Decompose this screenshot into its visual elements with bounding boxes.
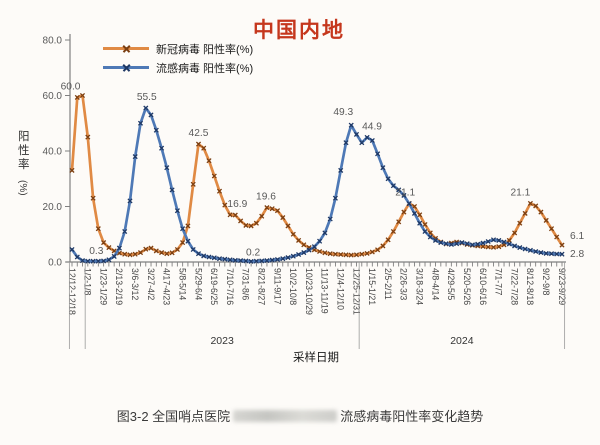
svg-text:4/17-4/23: 4/17-4/23 — [162, 268, 172, 305]
svg-text:2/26-3/3: 2/26-3/3 — [399, 268, 409, 300]
figure-caption: 图3-2 全国哨点医院 流感病毒阳性率变化趋势 — [0, 406, 600, 425]
x-axis-title: 采样日期 — [293, 350, 339, 364]
svg-text:7/22-7/28: 7/22-7/28 — [509, 268, 519, 305]
svg-text:20.0: 20.0 — [43, 202, 63, 213]
svg-text:12/4-12/10: 12/4-12/10 — [336, 268, 346, 310]
svg-text:42.5: 42.5 — [189, 128, 209, 139]
svg-text:6.1: 6.1 — [570, 231, 584, 242]
svg-text:9/2-9/8: 9/2-9/8 — [541, 268, 551, 295]
svg-text:采样日期: 采样日期 — [293, 350, 339, 364]
legend-label-covid: 新冠病毒 阳性率(%) — [156, 43, 254, 56]
x-axis-ticks: 12/12-12/18 1/2-1/8 1/23-1/29 2/13-2/19 3/6-… — [67, 262, 567, 315]
svg-text:0.3: 0.3 — [89, 246, 103, 257]
svg-text:19.6: 19.6 — [256, 192, 276, 203]
x-marker-icon — [122, 63, 131, 72]
svg-text:1/23-1/29: 1/23-1/29 — [98, 268, 108, 305]
svg-text:49.3: 49.3 — [333, 107, 353, 118]
svg-text:6/19-6/25: 6/19-6/25 — [209, 268, 219, 305]
svg-text:9/23-9/29: 9/23-9/29 — [557, 268, 567, 305]
svg-text:8/21-8/27: 8/21-8/27 — [256, 268, 266, 305]
svg-text:10/23-10/29: 10/23-10/29 — [304, 268, 314, 315]
svg-text:7/10-7/16: 7/10-7/16 — [225, 268, 235, 305]
svg-text:3/6-3/12: 3/6-3/12 — [130, 268, 140, 300]
svg-text:2023: 2023 — [210, 335, 234, 347]
svg-text:12/25-12/31: 12/25-12/31 — [351, 268, 361, 315]
svg-text:2024: 2024 — [450, 335, 474, 347]
svg-text:2.8: 2.8 — [570, 249, 584, 260]
svg-text:1/2-1/8: 1/2-1/8 — [83, 268, 93, 295]
caption-redacted-blur — [233, 410, 338, 422]
svg-text:16.9: 16.9 — [227, 199, 247, 210]
svg-text:9/11-9/17: 9/11-9/17 — [272, 268, 282, 305]
caption-prefix: 图3-2 全国哨点医院 — [116, 409, 231, 424]
legend-item-covid: 新冠病毒 阳性率(%) — [103, 39, 253, 58]
svg-text:60.0: 60.0 — [43, 91, 63, 102]
svg-text:5/20-5/26: 5/20-5/26 — [462, 268, 472, 305]
svg-text:(%): (%) — [17, 180, 28, 196]
svg-text:3/27-4/2: 3/27-4/2 — [146, 268, 156, 300]
year-groups: 2023 2024 — [68, 262, 566, 349]
x-marker-icon — [122, 44, 131, 53]
svg-text:55.5: 55.5 — [137, 92, 157, 103]
svg-text:8/12-8/18: 8/12-8/18 — [525, 268, 535, 305]
svg-text:4/29-5/5: 4/29-5/5 — [446, 268, 456, 300]
svg-text:性: 性 — [18, 143, 30, 157]
svg-text:阳: 阳 — [18, 130, 30, 143]
data-labels: 60.0 0.3 55.5 42.5 16.9 19.6 0.2 49.3 44.9 21.1 21… — [61, 82, 585, 261]
svg-text:44.9: 44.9 — [362, 121, 382, 132]
flu-line-swatch — [103, 63, 149, 72]
svg-text:0.0: 0.0 — [48, 258, 62, 269]
svg-text:21.1: 21.1 — [510, 187, 530, 198]
y-axis-title: 阳性率 (%) — [17, 130, 30, 196]
svg-text:10/2-10/8: 10/2-10/8 — [288, 268, 298, 305]
caption-suffix: 流感病毒阳性率变化趋势 — [340, 409, 484, 424]
svg-text:7/31-8/6: 7/31-8/6 — [241, 268, 251, 300]
svg-text:2/13-2/19: 2/13-2/19 — [114, 268, 124, 305]
svg-text:4/8-4/14: 4/8-4/14 — [430, 268, 440, 300]
flu-series — [69, 105, 565, 264]
legend: 新冠病毒 阳性率(%) 流感病毒 阳性率(%) — [103, 39, 253, 77]
svg-text:5/8-5/14: 5/8-5/14 — [177, 268, 187, 300]
svg-text:0.2: 0.2 — [246, 247, 260, 258]
chart-canvas: 0.0 20.0 40.0 60.0 80.0 阳性率 (%) 12/12-12/18 1/2-… — [17, 34, 585, 364]
svg-text:60.0: 60.0 — [61, 82, 81, 93]
legend-label-flu: 流感病毒 阳性率(%) — [156, 62, 254, 75]
svg-text:1/15-1/21: 1/15-1/21 — [367, 268, 377, 305]
covid-line-swatch — [103, 44, 149, 53]
svg-text:21.1: 21.1 — [395, 187, 415, 198]
svg-text:6/10-6/16: 6/10-6/16 — [478, 268, 488, 305]
svg-text:3/18-3/24: 3/18-3/24 — [415, 268, 425, 305]
legend-item-flu: 流感病毒 阳性率(%) — [103, 58, 253, 77]
svg-text:40.0: 40.0 — [43, 147, 63, 158]
svg-text:率: 率 — [18, 157, 30, 171]
svg-text:5/29-6/4: 5/29-6/4 — [193, 268, 203, 300]
svg-text:12/12-12/18: 12/12-12/18 — [67, 268, 77, 315]
svg-text:7/1-7/7: 7/1-7/7 — [494, 268, 504, 295]
covid-series — [69, 92, 565, 258]
svg-text:2/5-2/11: 2/5-2/11 — [383, 268, 393, 300]
svg-text:11/13-11/19: 11/13-11/19 — [320, 268, 330, 314]
chart-title: 中国内地 — [253, 19, 345, 42]
svg-text:80.0: 80.0 — [43, 36, 63, 47]
